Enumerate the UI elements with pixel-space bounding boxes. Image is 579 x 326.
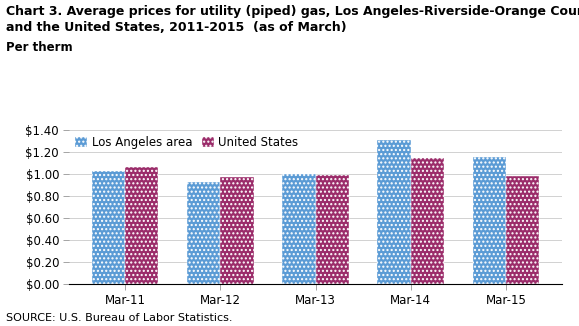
Legend: Los Angeles area, United States: Los Angeles area, United States [75,136,299,149]
Text: and the United States, 2011-2015  (as of March): and the United States, 2011-2015 (as of … [6,21,346,34]
Bar [472,157,506,284]
Text: Chart 3. Average prices for utility (piped) gas, Los Angeles-Riverside-Orange Co: Chart 3. Average prices for utility (pip… [6,5,579,18]
Bar [378,140,411,284]
Bar [92,171,125,284]
Text: SOURCE: U.S. Bureau of Labor Statistics.: SOURCE: U.S. Bureau of Labor Statistics. [6,313,232,323]
Bar [506,176,539,284]
Bar [125,167,159,284]
Bar [221,177,254,284]
Bar [282,174,316,284]
Bar [187,182,221,284]
Bar [411,158,444,284]
Bar [316,175,349,284]
Text: Per therm: Per therm [6,41,72,54]
